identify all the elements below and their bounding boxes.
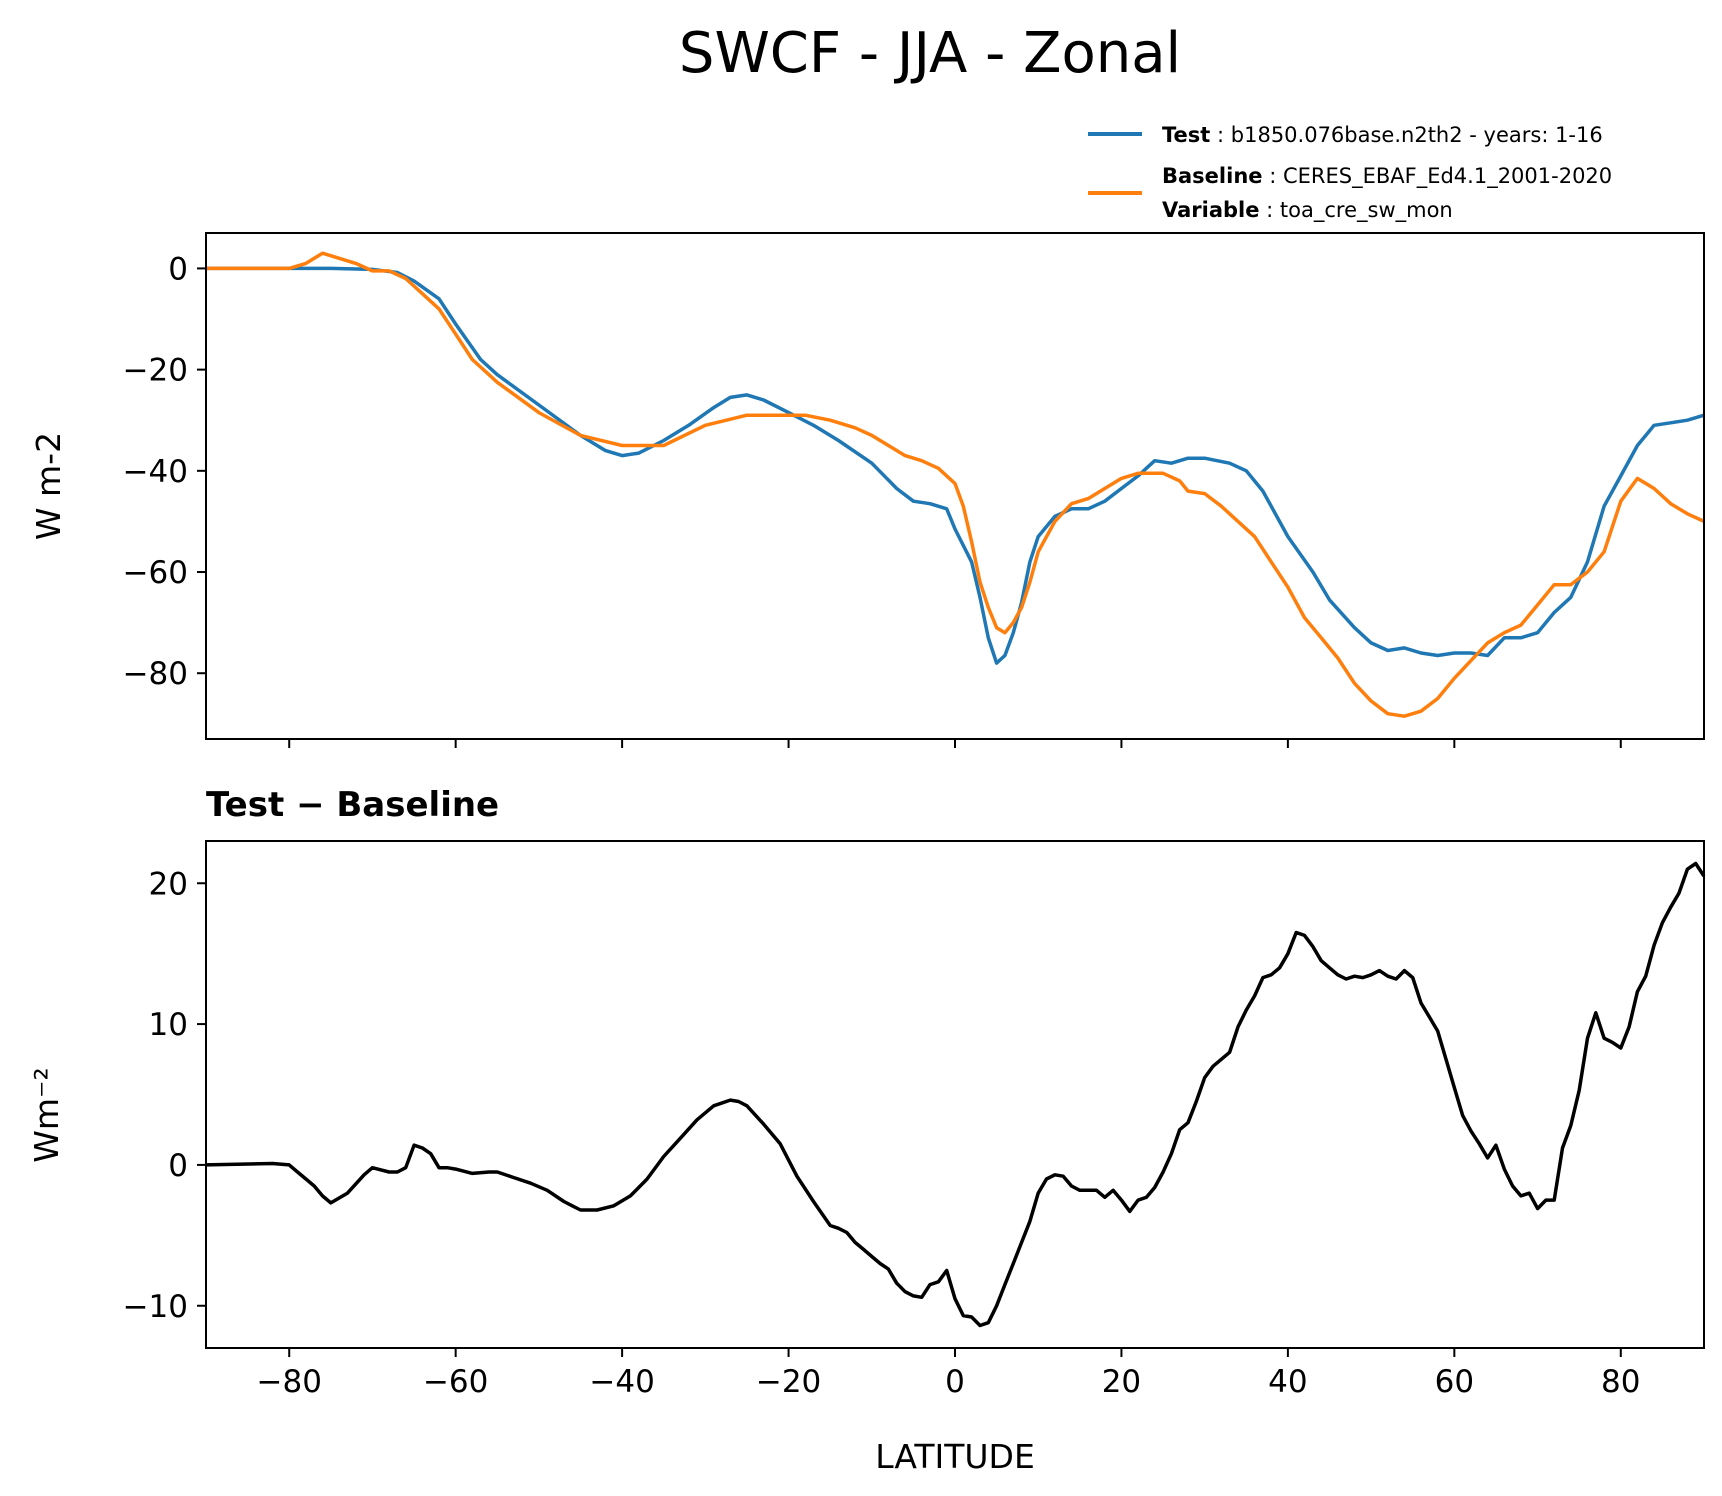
- legend-baseline-entry: Baseline : CERES_EBAF_Ed4.1_2001-2020: [1162, 164, 1612, 189]
- bottom-x-tick-label: −60: [423, 1364, 488, 1400]
- x-axis-label: LATITUDE: [875, 1437, 1035, 1476]
- top-y-axis-label: W m-2: [29, 432, 68, 540]
- legend-baseline-separator: :: [1263, 164, 1283, 188]
- top-series-group: [206, 251, 1705, 718]
- bottom-y-tick-label: 0: [168, 1148, 188, 1184]
- bottom-x-tick-label: 80: [1601, 1364, 1640, 1400]
- legend-variable-separator: :: [1259, 198, 1279, 222]
- legend-baseline-value: CERES_EBAF_Ed4.1_2001-2020: [1283, 164, 1612, 189]
- top-series-line-test: [206, 266, 1705, 665]
- legend-test-entry: Test : b1850.076base.n2th2 - years: 1-16: [1162, 123, 1603, 147]
- legend-variable-key: Variable: [1162, 198, 1259, 222]
- bottom-y-tick-label: 10: [149, 1007, 188, 1043]
- legend-test-separator: :: [1210, 123, 1230, 147]
- bottom-series-group: [205, 861, 1706, 1328]
- top-y-tick-label: −40: [123, 454, 188, 490]
- bottom-x-ticks: −80 −60 −40 −20 0 20 40 60 80: [257, 1348, 1641, 1400]
- top-y-tick-label: −80: [123, 656, 188, 692]
- top-y-tick-label: 0: [168, 251, 188, 287]
- bottom-x-tick-label: 60: [1435, 1364, 1474, 1400]
- top-x-ticks: [288, 739, 1622, 748]
- bottom-x-tick-label: −40: [589, 1364, 654, 1400]
- bottom-y-axis-label: Wm⁻²: [27, 1067, 66, 1162]
- figure-title: SWCF - JJA - Zonal: [679, 21, 1181, 86]
- bottom-y-tick-label: −10: [123, 1289, 188, 1325]
- bottom-panel-title: Test − Baseline: [206, 785, 499, 825]
- bottom-x-tick-label: −80: [257, 1364, 322, 1400]
- legend-test-value: b1850.076base.n2th2 - years: 1-16: [1231, 123, 1603, 147]
- bottom-x-tick-label: −20: [756, 1364, 821, 1400]
- top-series-line-baseline: [206, 251, 1705, 718]
- legend-variable-value: toa_cre_sw_mon: [1280, 198, 1453, 223]
- bottom-x-tick-label: 40: [1268, 1364, 1307, 1400]
- legend: Test : b1850.076base.n2th2 - years: 1-16…: [1088, 123, 1612, 223]
- bottom-x-tick-label: 20: [1102, 1364, 1141, 1400]
- top-panel: 0 −20 −40 −60 −80 W m-2: [29, 232, 1705, 748]
- bottom-y-ticks: 20 10 0 −10: [123, 866, 206, 1325]
- top-y-ticks: 0 −20 −40 −60 −80: [123, 251, 206, 692]
- bottom-y-tick-label: 20: [149, 866, 188, 902]
- top-y-tick-label: −60: [123, 555, 188, 591]
- legend-baseline-key: Baseline: [1162, 164, 1263, 188]
- legend-variable-entry: Variable : toa_cre_sw_mon: [1162, 198, 1453, 223]
- top-y-tick-label: −20: [123, 353, 188, 389]
- bottom-x-tick-label: 0: [945, 1364, 965, 1400]
- legend-test-key: Test: [1162, 123, 1210, 147]
- bottom-series-line-test-baseline: [205, 861, 1706, 1328]
